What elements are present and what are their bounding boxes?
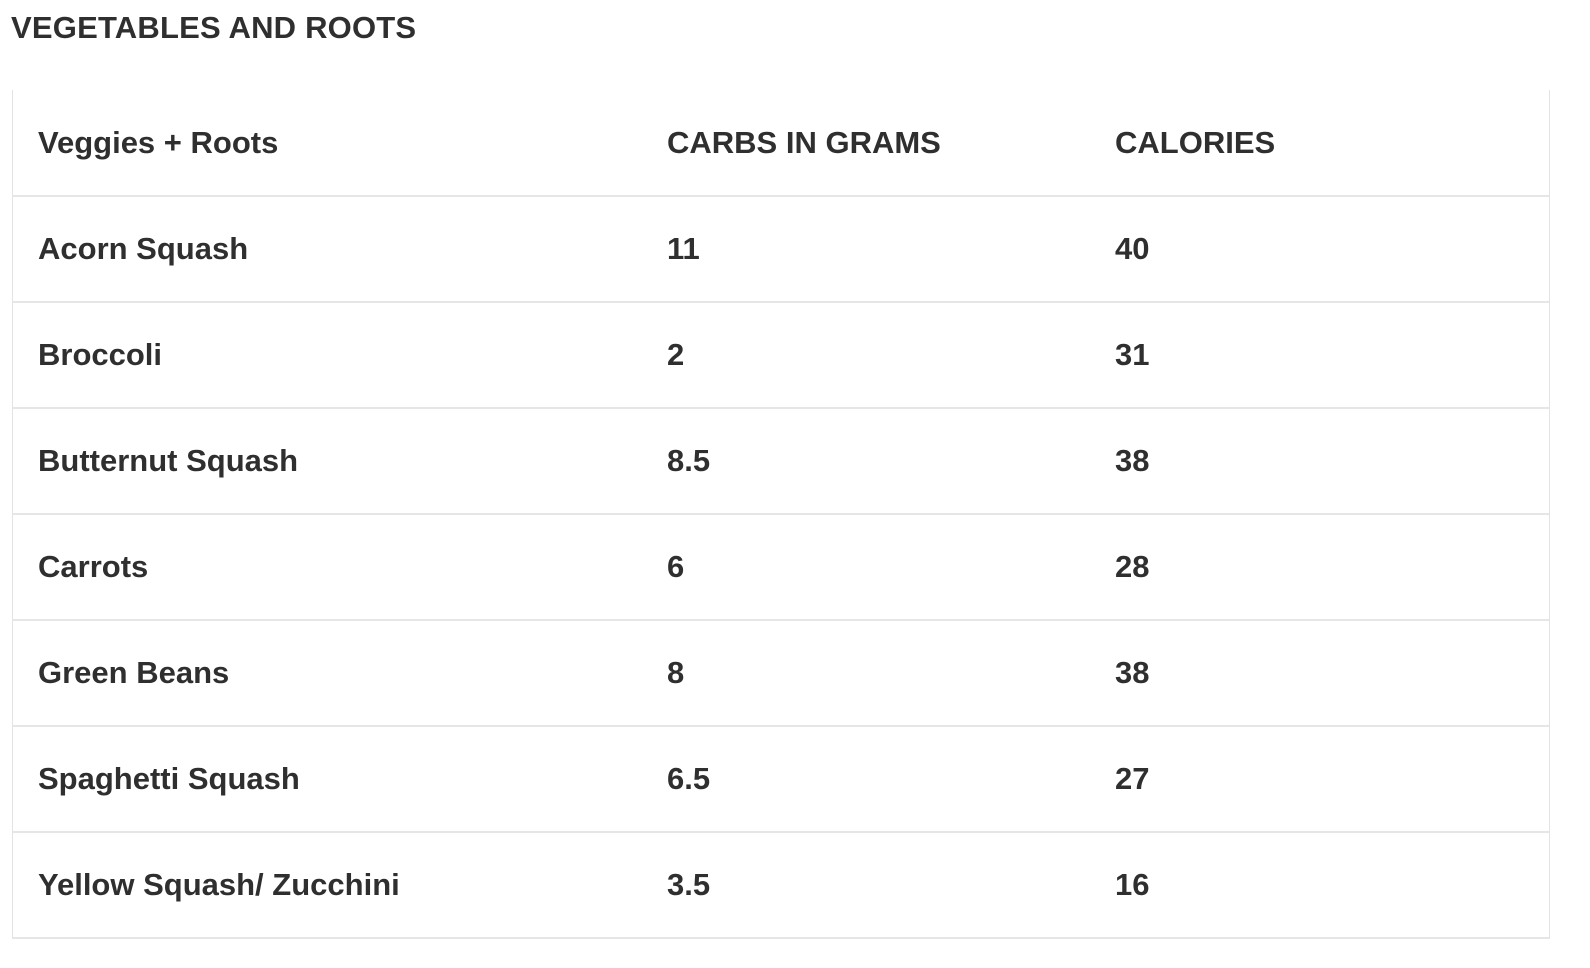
table-row: Broccoli 2 31 <box>13 302 1549 409</box>
cell-calories: 31 <box>1090 302 1549 409</box>
cell-carbs: 3.5 <box>642 832 1090 939</box>
table-row: Acorn Squash 11 40 <box>13 196 1549 303</box>
nutrition-table: Veggies + Roots CARBS IN GRAMS CALORIES … <box>13 90 1549 939</box>
cell-carbs: 11 <box>642 196 1090 303</box>
header-calories: CALORIES <box>1090 90 1549 197</box>
cell-name: Yellow Squash/ Zucchini <box>13 832 642 939</box>
cell-name: Butternut Squash <box>13 408 642 515</box>
table-row: Carrots 6 28 <box>13 514 1549 621</box>
table-row: Spaghetti Squash 6.5 27 <box>13 726 1549 833</box>
cell-carbs: 6.5 <box>642 726 1090 833</box>
cell-carbs: 6 <box>642 514 1090 621</box>
cell-calories: 40 <box>1090 196 1549 303</box>
cell-name: Acorn Squash <box>13 196 642 303</box>
cell-carbs: 8.5 <box>642 408 1090 515</box>
table-header-row: Veggies + Roots CARBS IN GRAMS CALORIES <box>13 90 1549 197</box>
cell-name: Spaghetti Squash <box>13 726 642 833</box>
cell-name: Carrots <box>13 514 642 621</box>
cell-calories: 27 <box>1090 726 1549 833</box>
cell-calories: 38 <box>1090 620 1549 727</box>
table-row: Green Beans 8 38 <box>13 620 1549 727</box>
cell-calories: 16 <box>1090 832 1549 939</box>
section-title: VEGETABLES AND ROOTS <box>11 10 417 45</box>
cell-carbs: 8 <box>642 620 1090 727</box>
header-carbs: CARBS IN GRAMS <box>642 90 1090 197</box>
cell-calories: 38 <box>1090 408 1549 515</box>
nutrition-table-container: Veggies + Roots CARBS IN GRAMS CALORIES … <box>12 90 1550 939</box>
table-row: Yellow Squash/ Zucchini 3.5 16 <box>13 832 1549 939</box>
table-row: Butternut Squash 8.5 38 <box>13 408 1549 515</box>
cell-name: Broccoli <box>13 302 642 409</box>
header-veggies-roots: Veggies + Roots <box>13 90 642 197</box>
cell-calories: 28 <box>1090 514 1549 621</box>
cell-name: Green Beans <box>13 620 642 727</box>
cell-carbs: 2 <box>642 302 1090 409</box>
